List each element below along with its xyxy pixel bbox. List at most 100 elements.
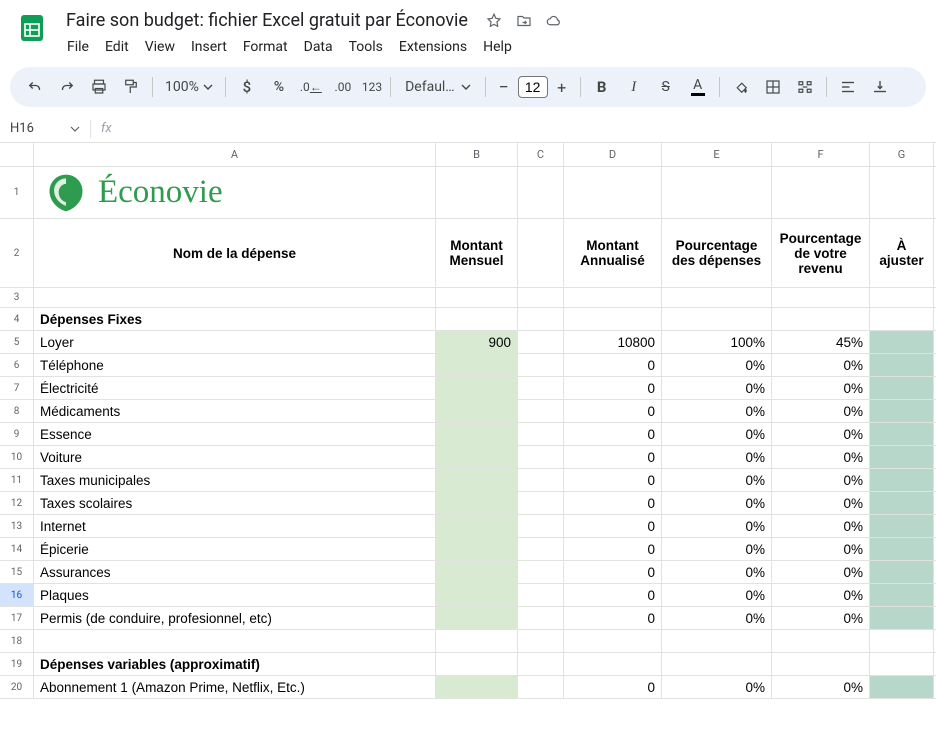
cell[interactable] <box>870 331 934 353</box>
cell[interactable]: Médicaments <box>34 400 436 422</box>
cell[interactable] <box>870 676 934 698</box>
column-headers[interactable]: A B C D E F G <box>0 143 936 167</box>
increase-fontsize-button[interactable]: + <box>550 72 574 102</box>
row-header[interactable]: 16 <box>0 584 34 606</box>
cell[interactable]: 0 <box>564 446 662 468</box>
row-header[interactable]: 13 <box>0 515 34 537</box>
cell[interactable]: Internet <box>34 515 436 537</box>
undo-button[interactable] <box>20 72 50 102</box>
cell[interactable] <box>436 584 518 606</box>
cell[interactable]: Permis (de conduire, profesionnel, etc) <box>34 607 436 629</box>
menu-insert[interactable]: Insert <box>184 35 234 59</box>
cell[interactable] <box>564 630 662 652</box>
cell[interactable]: Taxes scolaires <box>34 492 436 514</box>
cell[interactable]: 0% <box>662 584 772 606</box>
cloud-status-icon[interactable] <box>544 11 564 31</box>
cell[interactable] <box>772 308 870 330</box>
cell[interactable]: 0 <box>564 538 662 560</box>
cell[interactable] <box>518 630 564 652</box>
cell[interactable] <box>436 538 518 560</box>
cell[interactable]: 0% <box>662 492 772 514</box>
cell[interactable]: Dépenses variables (approximatif) <box>34 653 436 675</box>
cell[interactable] <box>870 288 934 307</box>
cell[interactable]: 0 <box>564 354 662 376</box>
cell[interactable] <box>870 538 934 560</box>
cell[interactable]: 0% <box>772 354 870 376</box>
cell[interactable] <box>518 219 564 287</box>
italic-button[interactable]: I <box>619 72 649 102</box>
cell[interactable] <box>518 561 564 583</box>
menu-edit[interactable]: Edit <box>98 35 136 59</box>
borders-button[interactable] <box>758 72 788 102</box>
cell[interactable]: Éconovie <box>34 167 436 218</box>
decrease-fontsize-button[interactable]: − <box>492 72 516 102</box>
cell[interactable] <box>870 492 934 514</box>
cell[interactable] <box>564 288 662 307</box>
cell[interactable] <box>870 423 934 445</box>
column-header[interactable]: C <box>518 143 564 166</box>
cell[interactable]: Dépenses Fixes <box>34 308 436 330</box>
cell[interactable] <box>518 308 564 330</box>
cell[interactable] <box>870 584 934 606</box>
menu-tools[interactable]: Tools <box>342 35 390 59</box>
cell[interactable] <box>662 308 772 330</box>
column-header[interactable]: B <box>436 143 518 166</box>
cell[interactable] <box>870 469 934 491</box>
menu-extensions[interactable]: Extensions <box>392 35 474 59</box>
cell[interactable] <box>436 515 518 537</box>
paint-format-button[interactable] <box>116 72 146 102</box>
cell[interactable] <box>436 561 518 583</box>
cell[interactable] <box>436 377 518 399</box>
star-icon[interactable] <box>484 11 504 31</box>
cell[interactable]: 0% <box>662 538 772 560</box>
cell[interactable]: Pourcentage des dépenses <box>662 219 772 287</box>
cell[interactable] <box>870 561 934 583</box>
row-header[interactable]: 14 <box>0 538 34 560</box>
cell[interactable] <box>518 492 564 514</box>
cell[interactable]: 0% <box>662 377 772 399</box>
cell[interactable]: 0 <box>564 584 662 606</box>
menu-format[interactable]: Format <box>236 35 295 59</box>
row-header[interactable]: 7 <box>0 377 34 399</box>
cell[interactable]: 900 <box>436 331 518 353</box>
cell[interactable] <box>518 423 564 445</box>
percent-button[interactable]: % <box>264 72 294 102</box>
row-header[interactable]: 2 <box>0 219 34 287</box>
cell[interactable]: 0% <box>772 400 870 422</box>
column-header[interactable]: E <box>662 143 772 166</box>
horizontal-align-button[interactable] <box>833 72 863 102</box>
decrease-decimal-button[interactable]: .0← <box>296 72 326 102</box>
cell[interactable] <box>518 538 564 560</box>
row-header[interactable]: 1 <box>0 167 34 218</box>
cell[interactable] <box>436 653 518 675</box>
merge-cells-button[interactable] <box>790 72 820 102</box>
cell[interactable] <box>772 630 870 652</box>
cell[interactable]: Essence <box>34 423 436 445</box>
text-color-button[interactable]: A <box>683 72 713 102</box>
menu-view[interactable]: View <box>138 35 182 59</box>
cell[interactable] <box>772 653 870 675</box>
cell[interactable]: Abonnement 1 (Amazon Prime, Netflix, Etc… <box>34 676 436 698</box>
cell[interactable]: À ajuster <box>870 219 934 287</box>
row-header[interactable]: 10 <box>0 446 34 468</box>
cell[interactable]: 0% <box>772 607 870 629</box>
cell[interactable] <box>564 308 662 330</box>
cell[interactable] <box>564 653 662 675</box>
cell[interactable] <box>662 288 772 307</box>
cell[interactable] <box>870 446 934 468</box>
cell[interactable]: 0% <box>662 607 772 629</box>
cell[interactable]: 0% <box>772 515 870 537</box>
cell[interactable]: 0% <box>772 561 870 583</box>
cell[interactable]: 0% <box>772 469 870 491</box>
menu-file[interactable]: File <box>60 35 96 59</box>
cell[interactable] <box>662 653 772 675</box>
cell[interactable]: 0% <box>662 469 772 491</box>
cell[interactable]: 0% <box>772 377 870 399</box>
cell[interactable] <box>662 630 772 652</box>
cell[interactable]: 0 <box>564 515 662 537</box>
cell[interactable] <box>518 607 564 629</box>
row-header[interactable]: 18 <box>0 630 34 652</box>
menu-data[interactable]: Data <box>297 35 340 59</box>
cell[interactable]: 0 <box>564 377 662 399</box>
cell[interactable]: Plaques <box>34 584 436 606</box>
